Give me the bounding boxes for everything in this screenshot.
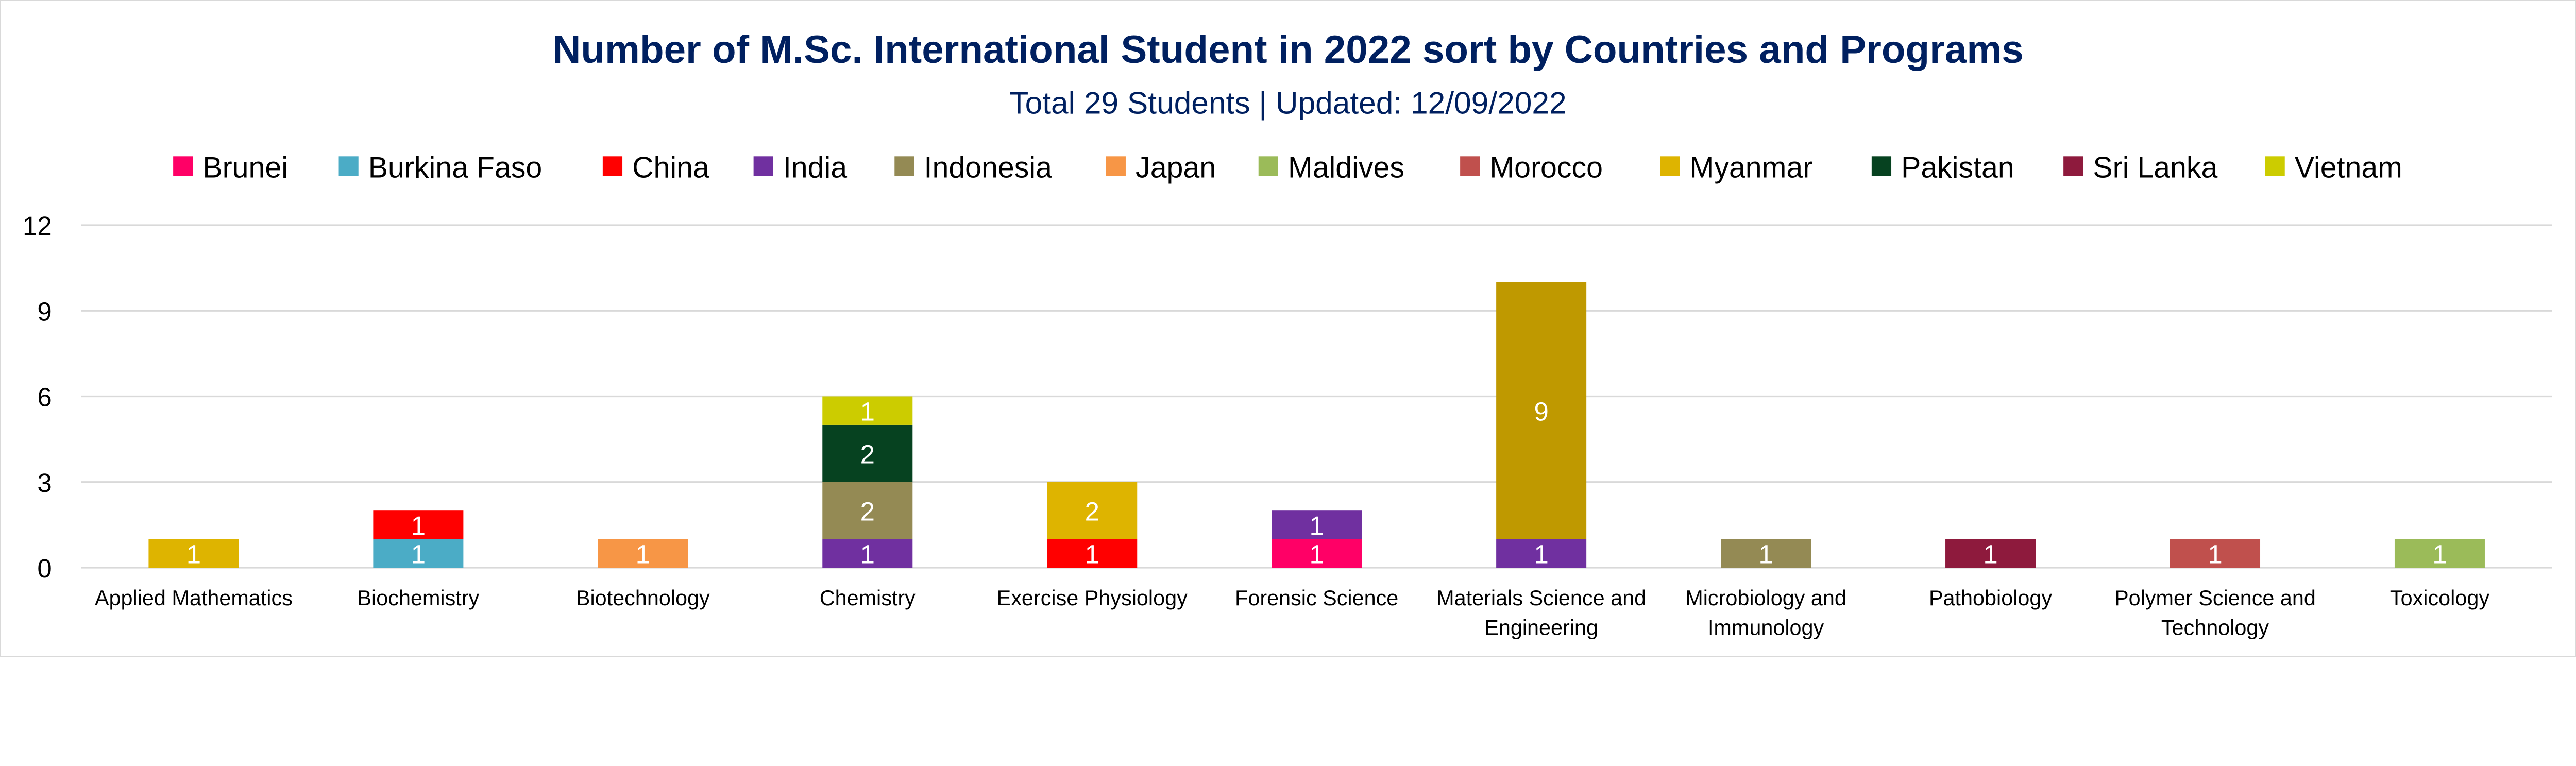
legend-swatch: [894, 156, 914, 176]
x-tick-label: Pathobiology: [1929, 586, 2052, 610]
legend-swatch: [1106, 156, 1126, 176]
chart-title: Number of M.Sc. International Student in…: [552, 28, 2023, 72]
legend-label: Indonesia: [924, 151, 1053, 184]
bar-segment: [1496, 539, 1587, 568]
legend-swatch: [173, 156, 193, 176]
data-label: 1: [636, 539, 650, 569]
data-label: 1: [411, 539, 426, 569]
bar-segment: [822, 424, 913, 482]
bar-segment: [822, 396, 913, 425]
data-label: 1: [1310, 539, 1324, 569]
legend-swatch: [1660, 156, 1680, 176]
legend-label: Myanmar: [1690, 151, 1813, 184]
data-label: 9: [1534, 397, 1548, 426]
legend-label: Japan: [1136, 151, 1216, 184]
bar-segment: [822, 539, 913, 568]
legend-item-vietnam: Vietnam: [2265, 151, 2402, 184]
legend-label: Sri Lanka: [2093, 151, 2217, 184]
bar-segment: [1272, 539, 1362, 568]
legend-label: Pakistan: [1901, 151, 2014, 184]
x-tick-label: Exercise Physiology: [997, 586, 1188, 610]
y-tick-label: 0: [37, 554, 52, 583]
legend-swatch: [753, 156, 773, 176]
bar-segment: [1047, 539, 1138, 568]
legend-item-myanmar: Myanmar: [1660, 151, 1812, 184]
legend-swatch: [1258, 156, 1278, 176]
x-tick-label: Toxicology: [2390, 586, 2489, 610]
chart: Number of M.Sc. International Student in…: [0, 0, 2576, 657]
legend-item-morocco: Morocco: [1460, 151, 1603, 184]
bar-segment: [373, 539, 464, 568]
legend-swatch: [602, 156, 623, 176]
bar-segment: [1047, 482, 1138, 539]
bar-segment: [1721, 539, 1811, 568]
data-label: 1: [411, 511, 426, 540]
legend-label: India: [783, 151, 847, 184]
data-label: 1: [2432, 539, 2447, 569]
legend-swatch: [1871, 156, 1892, 176]
data-label: 2: [860, 497, 875, 526]
data-label: 1: [1310, 511, 1324, 540]
data-label: 1: [1085, 539, 1099, 569]
x-tick-label: Materials Science and Engineering: [1436, 586, 1646, 639]
legend-item-burkina-faso: Burkina Faso: [338, 151, 542, 184]
data-label: 2: [860, 439, 875, 469]
legend-item-sri-lanka: Sri Lanka: [2063, 151, 2218, 184]
legend-label: Brunei: [202, 151, 288, 184]
legend-swatch: [1460, 156, 1480, 176]
legend-swatch: [2265, 156, 2285, 176]
data-label: 2: [1085, 497, 1099, 526]
legend-item-brunei: Brunei: [173, 151, 288, 184]
legend-item-india: India: [753, 151, 847, 184]
data-label: 1: [187, 539, 201, 569]
legend-swatch: [2063, 156, 2083, 176]
x-axis: Applied Mathematics Biochemistry Biotechno…: [95, 586, 2489, 639]
legend-item-pakistan: Pakistan: [1871, 151, 2014, 184]
x-tick-label: Polymer Science and Technology: [2114, 586, 2316, 639]
x-tick-label: Biotechnology: [576, 586, 710, 610]
y-tick-label: 3: [37, 468, 52, 498]
x-tick-label: Biochemistry: [358, 586, 480, 610]
x-tick-label: Forensic Science: [1235, 586, 1398, 610]
data-label: 1: [1534, 539, 1548, 569]
legend-item-maldives: Maldives: [1258, 151, 1404, 184]
bar-segment: [2170, 539, 2261, 568]
legend-item-china: China: [602, 151, 709, 184]
bar-segment: [1272, 510, 1362, 539]
bar-segment: [373, 510, 464, 539]
legend-label: Maldives: [1288, 151, 1404, 184]
data-label: 1: [1983, 539, 1997, 569]
bar-segment: [598, 539, 688, 568]
data-label: 1: [1758, 539, 1773, 569]
y-tick-label: 12: [23, 211, 52, 241]
y-tick-label: 9: [37, 297, 52, 326]
bar-segment: [148, 539, 239, 568]
bar-segment: [1945, 539, 2036, 568]
data-label: 1: [2208, 539, 2222, 569]
legend-label: Burkina Faso: [368, 151, 542, 184]
legend-item-indonesia: Indonesia: [894, 151, 1052, 184]
legend-label: Vietnam: [2295, 151, 2402, 184]
legend-label: Morocco: [1489, 151, 1603, 184]
legend-swatch: [338, 156, 359, 176]
legend: Brunei Burkina Faso China India Indonesia Jap…: [173, 151, 2402, 184]
data-label: 1: [860, 539, 875, 569]
chart-subtitle: Total 29 Students | Updated: 12/09/2022: [1009, 86, 1566, 121]
bar-segment: [822, 482, 913, 539]
x-tick-label: Applied Mathematics: [95, 586, 293, 610]
y-tick-label: 6: [37, 383, 52, 412]
y-axis: 0 3 6 9 12: [23, 211, 52, 583]
bar-segment: [1496, 282, 1587, 539]
bar-segment: [2394, 539, 2485, 568]
legend-item-japan: Japan: [1106, 151, 1216, 184]
data-label: 1: [860, 397, 875, 426]
x-tick-label: Chemistry: [820, 586, 916, 610]
x-tick-label: Microbiology and Immunology: [1685, 586, 1846, 639]
legend-label: China: [632, 151, 709, 184]
gridlines: [81, 224, 2552, 569]
